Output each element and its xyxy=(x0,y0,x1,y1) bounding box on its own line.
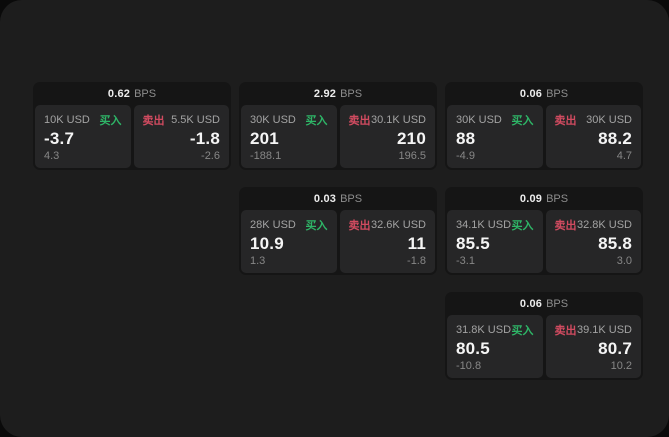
buy-tag: 买入 xyxy=(511,325,534,337)
bps-value: 2.92 xyxy=(313,87,337,100)
bps-value: 0.06 xyxy=(519,87,543,100)
bps-header: 0.06 BPS xyxy=(447,82,641,105)
quote-card: 0.06 BPS 31.8K USD 买入 80.5 -10.8 卖出 39.1… xyxy=(445,292,643,380)
sell-delta: 196.5 xyxy=(398,150,426,162)
sell-price: 85.8 xyxy=(598,234,632,253)
sell-tag: 卖出 xyxy=(554,220,577,232)
buy-tag: 买入 xyxy=(511,220,534,232)
buy-amount: 10K USD xyxy=(44,114,90,126)
buy-price: 201 xyxy=(250,129,279,148)
buy-amount: 31.8K USD xyxy=(456,324,512,336)
bps-value: 0.62 xyxy=(107,87,131,100)
bps-unit: BPS xyxy=(546,87,569,100)
sell-panel[interactable]: 卖出 30.1K USD 210 196.5 xyxy=(339,105,435,168)
sell-delta: -2.6 xyxy=(201,150,220,162)
buy-delta: -188.1 xyxy=(250,150,282,162)
buy-panel[interactable]: 34.1K USD 买入 85.5 -3.1 xyxy=(447,210,543,273)
bps-unit: BPS xyxy=(134,87,157,100)
buy-tag: 买入 xyxy=(511,115,534,127)
sell-price: 11 xyxy=(407,234,426,253)
sell-price: 210 xyxy=(397,129,426,148)
buy-panel[interactable]: 31.8K USD 买入 80.5 -10.8 xyxy=(447,315,543,378)
buy-price: 85.5 xyxy=(456,234,490,253)
buy-delta: -10.8 xyxy=(456,360,482,372)
buy-delta: -4.9 xyxy=(456,150,475,162)
buy-panel[interactable]: 10K USD 买入 -3.7 4.3 xyxy=(35,105,131,168)
sell-price: 88.2 xyxy=(598,129,632,148)
buy-delta: 1.3 xyxy=(250,255,266,267)
buy-delta: -3.1 xyxy=(456,255,475,267)
buy-price: 10.9 xyxy=(250,234,284,253)
buy-amount: 30K USD xyxy=(456,114,502,126)
sell-delta: 4.7 xyxy=(616,150,632,162)
sell-amount: 5.5K USD xyxy=(171,114,220,126)
bps-header: 0.62 BPS xyxy=(35,82,229,105)
bps-header: 0.06 BPS xyxy=(447,292,641,315)
sell-tag: 卖出 xyxy=(554,325,577,337)
buy-amount: 34.1K USD xyxy=(456,219,512,231)
quote-card: 0.06 BPS 30K USD 买入 88 -4.9 卖出 30K USD xyxy=(445,82,643,170)
sell-tag: 卖出 xyxy=(348,220,371,232)
bps-unit: BPS xyxy=(340,192,363,205)
sell-amount: 32.8K USD xyxy=(576,219,632,231)
buy-amount: 28K USD xyxy=(250,219,296,231)
buy-panel[interactable]: 30K USD 买入 201 -188.1 xyxy=(241,105,337,168)
buy-tag: 买入 xyxy=(305,115,328,127)
sell-amount: 30K USD xyxy=(586,114,632,126)
sell-amount: 32.6K USD xyxy=(370,219,426,231)
buy-panel[interactable]: 28K USD 买入 10.9 1.3 xyxy=(241,210,337,273)
sell-amount: 30.1K USD xyxy=(370,114,426,126)
sell-amount: 39.1K USD xyxy=(576,324,632,336)
buy-panel[interactable]: 30K USD 买入 88 -4.9 xyxy=(447,105,543,168)
quote-card: 0.03 BPS 28K USD 买入 10.9 1.3 卖出 32.6K US… xyxy=(239,187,437,275)
sell-tag: 卖出 xyxy=(142,115,165,127)
buy-price: 88 xyxy=(456,129,476,148)
sell-panel[interactable]: 卖出 5.5K USD -1.8 -2.6 xyxy=(133,105,229,168)
sell-panel[interactable]: 卖出 30K USD 88.2 4.7 xyxy=(545,105,641,168)
bps-value: 0.09 xyxy=(519,192,543,205)
buy-delta: 4.3 xyxy=(44,150,60,162)
sell-delta: 10.2 xyxy=(610,360,632,372)
buy-tag: 买入 xyxy=(99,115,122,127)
bps-header: 0.03 BPS xyxy=(241,187,435,210)
sell-tag: 卖出 xyxy=(554,115,577,127)
bps-value: 0.06 xyxy=(519,297,543,310)
buy-price: -3.7 xyxy=(44,129,75,148)
bps-header: 2.92 BPS xyxy=(241,82,435,105)
bps-unit: BPS xyxy=(340,87,363,100)
bps-unit: BPS xyxy=(546,297,569,310)
quote-card: 0.62 BPS 10K USD 买入 -3.7 4.3 卖出 5.5K USD xyxy=(33,82,231,170)
bps-value: 0.03 xyxy=(313,192,337,205)
sell-panel[interactable]: 卖出 39.1K USD 80.7 10.2 xyxy=(545,315,641,378)
sell-delta: 3.0 xyxy=(616,255,632,267)
sell-panel[interactable]: 卖出 32.6K USD 11 -1.8 xyxy=(339,210,435,273)
buy-tag: 买入 xyxy=(305,220,328,232)
sell-delta: -1.8 xyxy=(407,255,426,267)
quote-card: 2.92 BPS 30K USD 买入 201 -188.1 卖出 30.1K … xyxy=(239,82,437,170)
sell-tag: 卖出 xyxy=(348,115,371,127)
quote-cards-grid: 0.62 BPS 10K USD 买入 -3.7 4.3 卖出 5.5K USD xyxy=(33,82,643,380)
sell-price: 80.7 xyxy=(598,339,632,358)
quote-card: 0.09 BPS 34.1K USD 买入 85.5 -3.1 卖出 32.8K… xyxy=(445,187,643,275)
buy-amount: 30K USD xyxy=(250,114,296,126)
sell-panel[interactable]: 卖出 32.8K USD 85.8 3.0 xyxy=(545,210,641,273)
sell-price: -1.8 xyxy=(189,129,220,148)
bps-header: 0.09 BPS xyxy=(447,187,641,210)
buy-price: 80.5 xyxy=(456,339,490,358)
bps-unit: BPS xyxy=(546,192,569,205)
